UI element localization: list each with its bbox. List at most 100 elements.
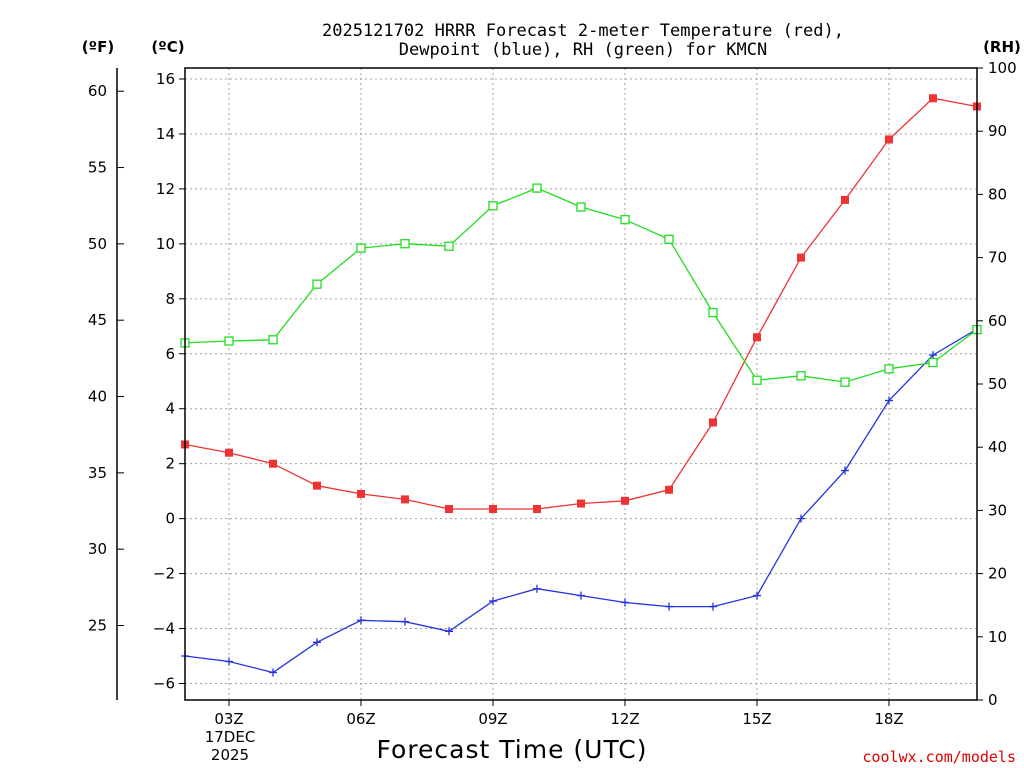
rh-tick-label: 70	[988, 249, 1007, 267]
temperature-point	[533, 505, 541, 514]
dewpoint-point	[577, 591, 585, 600]
time-axis: 03Z 06Z 09Z 12Z 15Z 18Z	[214, 700, 904, 728]
temperature-point	[665, 485, 673, 494]
celsius-tick-label: 4	[165, 400, 175, 418]
rh-tick-label: 10	[988, 628, 1007, 646]
rh-point	[224, 336, 234, 346]
rh-point	[708, 307, 718, 318]
date-label-year: 2025	[211, 746, 249, 764]
fahrenheit-tick-label: 25	[88, 617, 107, 635]
celsius-tick-label: −4	[153, 620, 175, 638]
fahrenheit-tick-label: 40	[88, 388, 107, 406]
celsius-tick-label: 2	[165, 455, 175, 473]
rh-point	[400, 239, 410, 249]
rh-point	[620, 215, 630, 225]
dewpoint-point	[929, 351, 937, 360]
rh-unit-label: (RH)	[983, 38, 1021, 56]
temperature-point	[577, 499, 585, 508]
fahrenheit-unit-label: (ºF)	[82, 38, 114, 56]
rh-point	[488, 201, 498, 211]
rh-point	[664, 234, 674, 244]
temperature-point	[929, 94, 937, 103]
temperature-point	[357, 489, 365, 498]
dewpoint-point	[357, 616, 365, 625]
rh-point	[796, 371, 806, 381]
celsius-tick-label: 14	[156, 125, 175, 143]
fahrenheit-tick-label: 55	[88, 159, 107, 177]
series-dewpoint	[181, 325, 981, 677]
time-tick-label: 03Z	[214, 710, 243, 728]
chart-title-line-2: Dewpoint (blue), RH (green) for KMCN	[399, 40, 767, 60]
rh-tick-label: 80	[988, 185, 1007, 203]
dewpoint-point	[489, 597, 497, 606]
rh-point	[884, 364, 894, 374]
time-tick-label: 12Z	[610, 710, 639, 728]
dewpoint-point	[269, 668, 277, 677]
celsius-tick-label: 16	[156, 70, 175, 88]
temperature-point	[313, 481, 321, 490]
rh-point	[840, 377, 850, 387]
dewpoint-point	[885, 396, 893, 405]
rh-tick-label: 40	[988, 438, 1007, 456]
dewpoint-point	[445, 627, 453, 636]
date-label-day: 17DEC	[205, 728, 256, 746]
rh-tick-label: 100	[988, 59, 1017, 77]
time-tick-label: 18Z	[874, 710, 903, 728]
series-layer	[180, 94, 982, 677]
dewpoint-point	[841, 466, 849, 475]
temperature-point	[709, 418, 717, 427]
rh-point	[576, 202, 586, 212]
rh-point	[268, 335, 278, 345]
rh-tick-label: 60	[988, 312, 1007, 330]
celsius-axis: −6 −4 −2 0 2 4 6 8 10 12 14 16	[153, 70, 185, 693]
dewpoint-point	[401, 617, 409, 626]
temperature-point	[841, 195, 849, 204]
rh-point	[532, 183, 542, 193]
celsius-tick-label: −6	[153, 675, 175, 693]
rh-tick-label: 0	[988, 691, 998, 709]
rh-tick-label: 90	[988, 122, 1007, 140]
dewpoint-point	[753, 591, 761, 600]
temperature-line	[184, 97, 978, 510]
fahrenheit-tick-label: 45	[88, 311, 107, 329]
celsius-tick-label: 8	[165, 290, 175, 308]
fahrenheit-tick-label: 35	[88, 464, 107, 482]
celsius-unit-label: (ºC)	[151, 38, 184, 56]
temperature-point	[401, 495, 409, 504]
dewpoint-point	[665, 602, 673, 611]
temperature-point	[621, 496, 629, 505]
temperature-point	[797, 253, 805, 262]
rh-point	[312, 279, 322, 289]
time-tick-label: 06Z	[346, 710, 375, 728]
dewpoint-point	[797, 514, 805, 523]
dewpoint-point	[621, 598, 629, 607]
rh-tick-label: 30	[988, 501, 1007, 519]
dewpoint-point	[709, 602, 717, 611]
temperature-point	[445, 505, 453, 514]
dewpoint-point	[533, 584, 541, 593]
time-tick-label: 09Z	[478, 710, 507, 728]
time-tick-label: 15Z	[742, 710, 771, 728]
rh-point	[752, 375, 762, 385]
celsius-tick-label: 10	[156, 235, 175, 253]
rh-line	[184, 187, 978, 383]
fahrenheit-tick-label: 50	[88, 235, 107, 253]
fahrenheit-tick-label: 30	[88, 540, 107, 558]
rh-tick-label: 20	[988, 565, 1007, 583]
rh-point	[356, 243, 366, 253]
dewpoint-point	[225, 657, 233, 666]
rh-point	[444, 241, 454, 251]
rh-point	[928, 357, 938, 368]
x-axis-title: Forecast Time (UTC)	[377, 735, 648, 764]
temperature-point	[885, 135, 893, 144]
rh-axis: 0 10 20 30 40 50 60 70 80 90 100	[977, 59, 1017, 709]
chart-title-line-1: 2025121702 HRRR Forecast 2-meter Tempera…	[322, 21, 844, 41]
credit-label: coolwx.com/models	[862, 748, 1016, 766]
grid-lines	[185, 68, 977, 700]
celsius-tick-label: 6	[165, 345, 175, 363]
temperature-point	[489, 505, 497, 514]
rh-tick-label: 50	[988, 375, 1007, 393]
temperature-point	[753, 333, 761, 342]
fahrenheit-tick-label: 60	[88, 82, 107, 100]
temperature-point	[269, 459, 277, 468]
